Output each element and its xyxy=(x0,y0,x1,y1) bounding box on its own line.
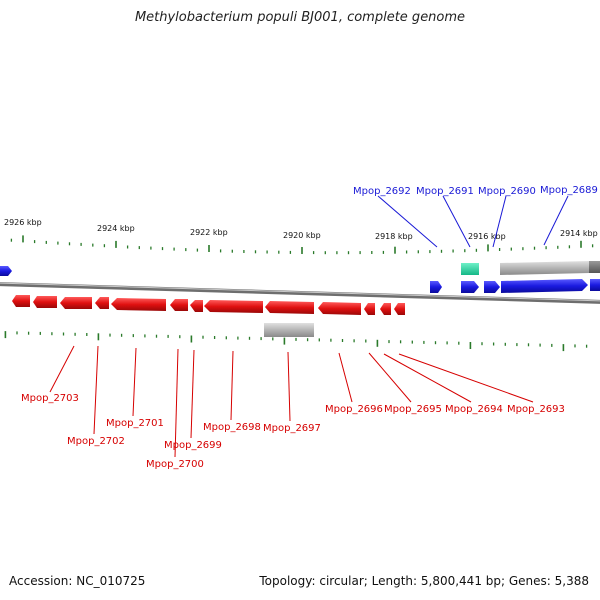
gene-arrow-reverse[interactable] xyxy=(380,303,391,315)
feature-dark-upper[interactable] xyxy=(589,261,600,273)
gene-label-reverse[interactable]: Mpop_2693 xyxy=(507,404,565,415)
kbp-label: 2918 kbp xyxy=(375,232,413,241)
gene-label-reverse[interactable]: Mpop_2695 xyxy=(384,404,442,415)
gene-arrow-reverse[interactable] xyxy=(60,297,92,309)
gene-label-reverse[interactable]: Mpop_2696 xyxy=(325,404,383,415)
gene-arrow-forward[interactable] xyxy=(430,281,442,293)
callout-line xyxy=(132,347,137,417)
kbp-label: 2920 kbp xyxy=(283,231,321,240)
gene-label-reverse[interactable]: Mpop_2698 xyxy=(203,422,261,433)
callout-line xyxy=(338,352,353,403)
gene-arrow-reverse[interactable] xyxy=(33,296,57,308)
callout-line xyxy=(398,353,534,403)
rna-feature[interactable] xyxy=(461,263,479,275)
gene-arrow-forward[interactable] xyxy=(484,281,500,293)
accession-label: Accession: NC_010725 xyxy=(9,574,146,588)
genome-backbone-highlight xyxy=(0,282,600,302)
gene-label-forward[interactable]: Mpop_2690 xyxy=(478,186,536,197)
gene-arrow-forward[interactable] xyxy=(501,279,588,293)
gene-arrow-reverse[interactable] xyxy=(394,303,405,315)
callout-line xyxy=(492,195,507,248)
gene-label-forward[interactable]: Mpop_2689 xyxy=(540,185,598,196)
gene-label-reverse[interactable]: Mpop_2703 xyxy=(21,393,79,404)
gene-arrow-reverse[interactable] xyxy=(170,299,188,311)
scale-ticks-lower xyxy=(4,331,588,352)
gene-label-reverse[interactable]: Mpop_2694 xyxy=(445,404,503,415)
scale-ticks-upper xyxy=(10,235,594,255)
gene-arrow-forward[interactable] xyxy=(0,266,12,276)
gene-label-reverse[interactable]: Mpop_2697 xyxy=(263,423,321,434)
kbp-label: 2914 kbp xyxy=(560,229,598,238)
genome-info-label: Topology: circular; Length: 5,800,441 bp… xyxy=(259,574,589,588)
kbp-label: 2924 kbp xyxy=(97,224,135,233)
callouts-forward xyxy=(377,195,569,248)
gene-label-reverse[interactable]: Mpop_2702 xyxy=(67,436,125,447)
callout-line xyxy=(543,195,569,246)
gene-arrow-reverse[interactable] xyxy=(111,298,166,311)
kbp-label: 2926 kbp xyxy=(4,218,42,227)
callout-line xyxy=(49,345,75,393)
callout-line xyxy=(442,195,471,248)
callout-line xyxy=(368,352,412,403)
callout-line xyxy=(174,348,179,458)
gene-arrow-reverse[interactable] xyxy=(12,295,30,307)
callout-line xyxy=(93,345,99,435)
genome-title: Methylobacterium populi BJ001, complete … xyxy=(134,10,466,25)
gene-label-forward[interactable]: Mpop_2691 xyxy=(416,186,474,197)
callout-line xyxy=(287,351,291,422)
gene-arrow-reverse[interactable] xyxy=(190,300,203,312)
gene-arrow-reverse[interactable] xyxy=(364,303,375,315)
kbp-label: 2922 kbp xyxy=(190,228,228,237)
kbp-label: 2916 kbp xyxy=(468,232,506,241)
gene-arrow-forward[interactable] xyxy=(461,281,479,293)
gene-arrow-reverse[interactable] xyxy=(204,300,263,313)
gene-label-forward[interactable]: Mpop_2692 xyxy=(353,186,411,197)
gene-arrow-forward[interactable] xyxy=(590,279,600,291)
callouts-reverse xyxy=(49,345,534,458)
callout-line xyxy=(383,353,472,403)
gene-arrow-reverse[interactable] xyxy=(265,301,314,314)
genome-backbone xyxy=(0,282,600,304)
gene-arrow-reverse[interactable] xyxy=(318,302,361,315)
feature-grey-lower[interactable] xyxy=(264,323,314,337)
callout-line xyxy=(377,195,438,248)
feature-grey-upper[interactable] xyxy=(500,261,590,275)
callout-line xyxy=(230,350,234,421)
callout-line xyxy=(190,349,195,439)
gene-label-reverse[interactable]: Mpop_2700 xyxy=(146,459,204,470)
gene-label-reverse[interactable]: Mpop_2699 xyxy=(164,440,222,451)
gene-arrow-reverse[interactable] xyxy=(95,297,109,309)
gene-label-reverse[interactable]: Mpop_2701 xyxy=(106,418,164,429)
